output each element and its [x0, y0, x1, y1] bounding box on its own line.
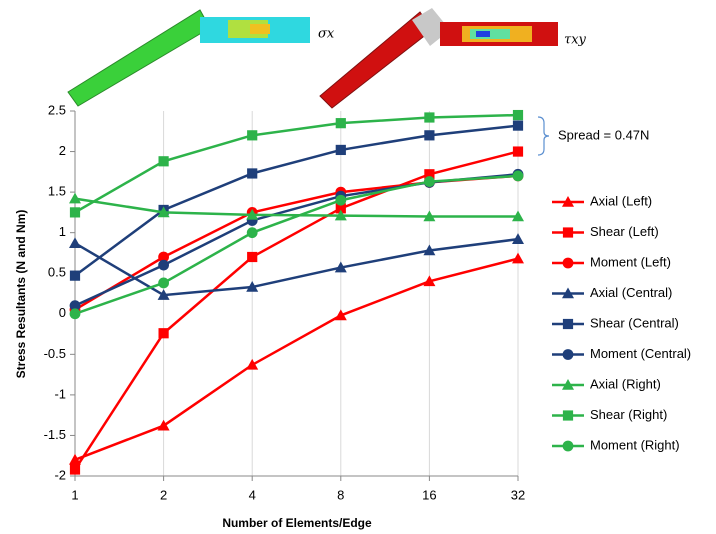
legend-label: Shear (Central) — [590, 315, 679, 330]
legend-marker — [563, 227, 573, 237]
series-line — [75, 176, 518, 314]
marker — [335, 195, 346, 206]
marker — [246, 359, 258, 370]
image-label: σx — [318, 27, 335, 42]
x-tick-label: 16 — [422, 487, 436, 502]
contour-images — [68, 8, 558, 108]
marker — [70, 308, 81, 319]
x-tick-label: 1 — [71, 487, 78, 502]
marker — [336, 145, 346, 155]
legend-label: Moment (Right) — [590, 437, 680, 452]
legend-marker — [563, 441, 574, 452]
marker — [159, 156, 169, 166]
marker — [247, 227, 258, 238]
y-tick-label: 2.5 — [48, 102, 66, 117]
marker — [513, 146, 523, 156]
y-tick-label: -2 — [54, 467, 66, 482]
y-tick-label: 1 — [59, 224, 66, 239]
legend-label: Axial (Central) — [590, 285, 672, 300]
y-tick-label: 0.5 — [48, 265, 66, 280]
y-tick-label: -1.5 — [44, 427, 66, 442]
legend-label: Moment (Central) — [590, 346, 691, 361]
marker — [247, 252, 257, 262]
y-tick-label: -0.5 — [44, 346, 66, 361]
legend-marker — [563, 349, 574, 360]
legend-marker — [563, 410, 573, 420]
marker — [513, 110, 523, 120]
legend-marker — [563, 258, 574, 269]
series-line — [75, 152, 518, 470]
legend-label: Moment (Left) — [590, 254, 671, 269]
marker — [512, 253, 524, 264]
x-tick-label: 32 — [511, 487, 525, 502]
marker — [424, 112, 434, 122]
x-tick-label: 8 — [337, 487, 344, 502]
marker — [424, 176, 435, 187]
y-tick-label: 1.5 — [48, 184, 66, 199]
y-tick-label: -1 — [54, 386, 66, 401]
image-label: τxy — [564, 33, 587, 48]
series-line — [75, 115, 518, 212]
y-axis-title: Stress Resultants (N and Nm) — [14, 210, 28, 379]
series-line — [75, 259, 518, 460]
marker — [70, 271, 80, 281]
marker — [70, 207, 80, 217]
marker — [158, 278, 169, 289]
marker — [513, 121, 523, 131]
x-axis-title: Number of Elements/Edge — [222, 516, 372, 530]
marker — [247, 168, 257, 178]
y-tick-label: 2 — [59, 143, 66, 158]
series-line — [75, 126, 518, 276]
marker — [513, 170, 524, 181]
brace — [538, 117, 549, 155]
series-line — [75, 174, 518, 305]
marker — [159, 328, 169, 338]
y-tick-label: 0 — [59, 305, 66, 320]
marker — [336, 118, 346, 128]
marker — [158, 260, 169, 271]
legend-marker — [563, 319, 573, 329]
chart: σx τxy Number of Elements/Edge Stress Re… — [0, 0, 716, 534]
annotation: Spread = 0.47N — [558, 127, 649, 142]
x-tick-label: 4 — [249, 487, 256, 502]
legend-label: Shear (Left) — [590, 224, 659, 239]
marker — [424, 130, 434, 140]
x-tick-label: 2 — [160, 487, 167, 502]
legend-label: Axial (Left) — [590, 193, 652, 208]
marker — [70, 464, 80, 474]
legend-label: Shear (Right) — [590, 407, 667, 422]
series-line — [75, 239, 518, 295]
legend-label: Axial (Right) — [590, 376, 661, 391]
marker — [247, 130, 257, 140]
marker — [69, 237, 81, 248]
